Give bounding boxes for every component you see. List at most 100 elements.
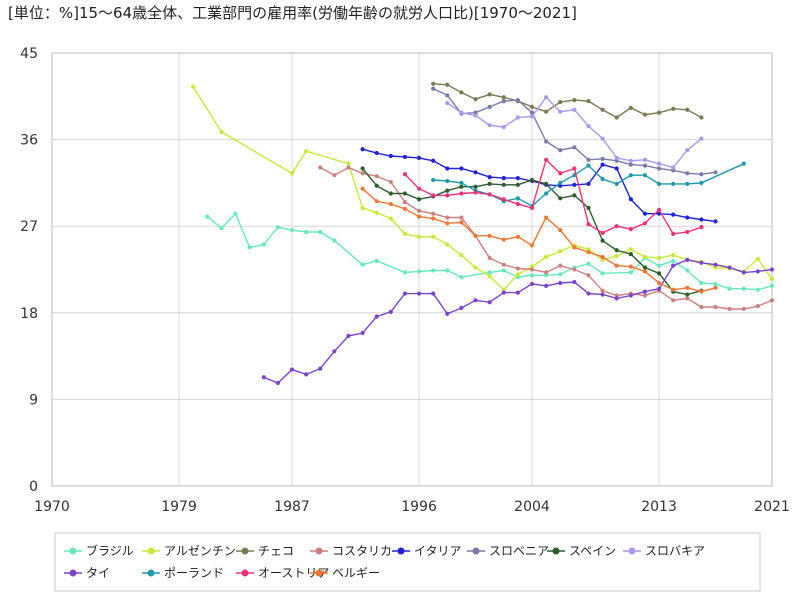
legend-label: スペイン (569, 544, 616, 558)
legend-item: アルゼンチン (142, 544, 236, 558)
legend-item: コスタリカ (310, 544, 392, 558)
data-point (713, 219, 718, 224)
data-point (600, 288, 605, 293)
data-point (671, 263, 676, 268)
legend-marker (472, 547, 480, 555)
data-point (459, 191, 464, 196)
data-point (459, 252, 464, 258)
data-point (671, 165, 676, 170)
data-point (247, 245, 252, 250)
data-point (304, 149, 309, 154)
data-point (685, 215, 690, 220)
data-point (544, 215, 549, 220)
data-point (628, 158, 633, 163)
data-point (586, 261, 591, 266)
data-point (628, 226, 633, 232)
data-point (346, 165, 351, 170)
data-point (600, 238, 605, 243)
data-point (600, 107, 605, 112)
data-point (360, 205, 365, 211)
data-point (544, 191, 549, 196)
data-point (402, 270, 408, 275)
data-point (515, 201, 520, 207)
data-point (614, 181, 619, 186)
data-point (600, 271, 605, 276)
data-point (459, 184, 464, 189)
data-point (614, 248, 619, 253)
data-point (699, 217, 704, 222)
data-point (388, 216, 393, 221)
data-point (628, 247, 633, 252)
data-point (318, 366, 323, 371)
data-point (713, 170, 718, 175)
data-point (755, 287, 760, 292)
data-point (699, 225, 704, 230)
x-tick-label: 1970 (34, 499, 70, 515)
x-tick-label: 2021 (754, 499, 790, 515)
data-point (586, 99, 591, 104)
legend-label: コスタリカ (332, 544, 392, 558)
data-point (586, 205, 591, 211)
data-point (473, 298, 478, 303)
data-point (558, 180, 563, 185)
data-point (769, 277, 775, 282)
data-point (671, 212, 676, 217)
data-point (685, 292, 690, 297)
data-point (501, 197, 506, 202)
data-point (487, 270, 492, 275)
legend-item: チェコ (236, 544, 294, 558)
data-point (487, 181, 492, 186)
data-point (656, 271, 662, 276)
data-point (402, 154, 408, 160)
data-point (529, 281, 535, 287)
data-point (416, 197, 422, 202)
data-point (445, 178, 450, 184)
data-point (515, 98, 520, 103)
data-point (261, 375, 266, 380)
data-point (487, 104, 492, 109)
legend-marker (147, 547, 155, 555)
series-2 (431, 81, 704, 120)
data-point (642, 163, 648, 168)
data-point (544, 270, 549, 275)
data-point (445, 268, 450, 273)
data-point (558, 263, 563, 268)
data-point (445, 82, 450, 87)
data-point (656, 286, 662, 291)
data-point (459, 110, 464, 115)
legend-label: イタリア (414, 544, 462, 558)
data-point (741, 161, 746, 166)
data-point (360, 166, 365, 171)
data-point (332, 173, 337, 178)
data-point (600, 176, 605, 182)
y-tick-label: 9 (29, 392, 38, 408)
data-point (656, 161, 662, 166)
data-point (515, 175, 520, 181)
chart-title: [単位：%]15～64歳全体、工業部門の雇用率(労働年齢の就労人口比)[1970… (8, 4, 577, 22)
data-point (558, 227, 563, 233)
data-point (628, 173, 633, 178)
data-point (459, 305, 464, 311)
data-point (445, 311, 450, 316)
data-point (685, 296, 690, 301)
data-point (501, 175, 506, 181)
data-point (741, 286, 746, 291)
data-point (572, 98, 577, 103)
data-point (529, 177, 535, 183)
data-point (628, 105, 633, 110)
data-point (487, 92, 492, 97)
data-point (416, 269, 422, 274)
data-point (515, 266, 520, 271)
data-point (769, 298, 775, 303)
data-point (586, 291, 591, 296)
data-point (586, 163, 591, 168)
data-point (671, 106, 676, 111)
series-7 (445, 95, 704, 170)
data-point (374, 174, 379, 179)
data-point (487, 192, 492, 197)
legend-label: スロバキア (645, 544, 705, 558)
data-point (572, 245, 577, 250)
data-point (586, 273, 591, 278)
data-point (727, 286, 732, 291)
